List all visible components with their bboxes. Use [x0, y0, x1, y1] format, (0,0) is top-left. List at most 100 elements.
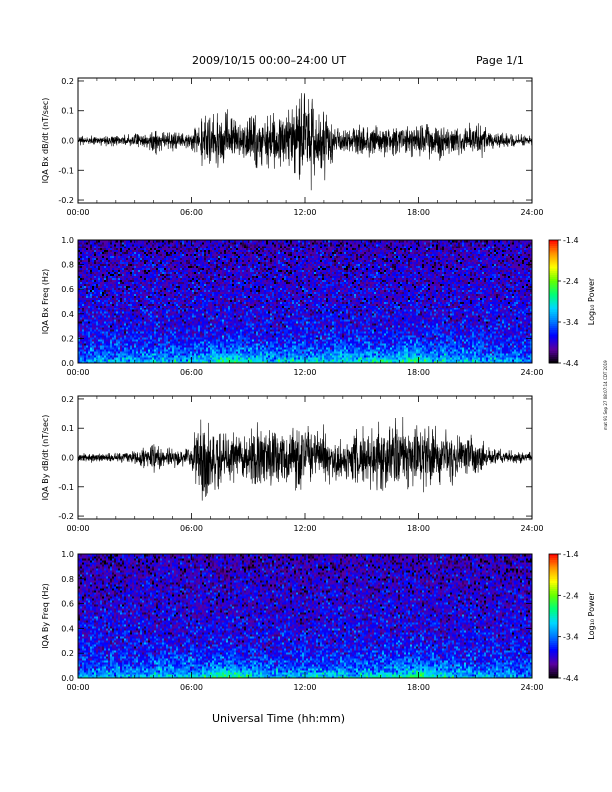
spectrogram-cell — [226, 263, 229, 267]
spectrogram-cell — [226, 321, 229, 324]
spectrogram-cell — [166, 357, 169, 360]
spectrogram-cell — [82, 317, 85, 320]
spectrogram-cell — [170, 297, 173, 300]
spectrogram-cell — [170, 257, 173, 261]
spectrogram-cell — [194, 243, 197, 247]
spectrogram-cell — [152, 287, 155, 290]
spectrogram-cell — [150, 325, 153, 328]
spectrogram-cell — [98, 339, 101, 342]
spectrogram-cell — [186, 271, 189, 275]
spectrogram-cell — [124, 275, 127, 278]
spectrogram-cell — [118, 343, 121, 346]
spectrogram-cell — [202, 251, 205, 255]
spectrogram-cell — [82, 349, 85, 352]
spectrogram-cell — [232, 333, 235, 336]
spectrogram-cell — [180, 301, 183, 304]
spectrogram-cell — [224, 267, 227, 271]
spectrogram-cell — [140, 240, 143, 243]
spectrogram-cell — [134, 353, 137, 356]
spectrogram-cell — [96, 313, 99, 316]
spectrogram-cell — [170, 301, 173, 304]
spectrogram-cell — [100, 273, 103, 277]
spectrogram-cell — [144, 240, 147, 243]
spectrogram-cell — [132, 299, 135, 302]
spectrogram-cell — [210, 351, 213, 354]
spectrogram-cell — [186, 309, 189, 312]
spectrogram-cell — [192, 347, 195, 350]
spectrogram-cell — [234, 253, 237, 257]
spectrogram-cell — [200, 297, 203, 300]
spectrogram-cell — [84, 329, 87, 332]
spectrogram-cell — [108, 317, 111, 320]
spectrogram-cell — [224, 309, 227, 312]
spectrogram-cell — [220, 345, 223, 348]
spectrogram-cell — [232, 301, 235, 304]
spectrogram-cell — [94, 249, 97, 253]
spectrogram-cell — [128, 303, 131, 306]
spectrogram-cell — [112, 291, 115, 294]
spectrogram-cell — [78, 315, 81, 318]
spectrogram-cell — [114, 247, 117, 251]
spectrogram-cell — [164, 255, 167, 259]
spectrogram-cell — [200, 275, 203, 278]
spectrogram-cell — [90, 323, 93, 326]
spectrogram-cell — [138, 313, 141, 316]
spectrogram-cell — [116, 337, 119, 340]
spectrogram-cell — [222, 257, 225, 261]
spectrogram-cell — [94, 359, 97, 362]
spectrogram-cell — [146, 261, 149, 265]
spectrogram-cell — [124, 319, 127, 322]
spectrogram-cell — [78, 345, 81, 348]
spectrogram-cell — [234, 297, 237, 300]
spectrogram-cell — [94, 343, 97, 346]
spectrogram-cell — [204, 331, 207, 334]
spectrogram-cell — [206, 325, 209, 328]
spectrogram-cell — [126, 301, 129, 304]
spectrogram-cell — [212, 283, 215, 286]
spectrogram-cell — [136, 327, 139, 330]
spectrogram-cell — [192, 247, 195, 251]
spectrogram-cell — [84, 315, 87, 318]
spectrogram-cell — [96, 327, 99, 330]
spectrogram-cell — [186, 307, 189, 310]
spectrogram-cell — [138, 323, 141, 326]
spectrogram-cell — [126, 331, 129, 334]
spectrogram-cell — [208, 311, 211, 314]
spectrogram-cell — [78, 305, 81, 308]
spectrogram-cell — [212, 253, 215, 257]
spectrogram-cell — [152, 259, 155, 263]
spectrogram-cell — [136, 361, 139, 364]
spectrogram-cell — [148, 281, 151, 284]
spectrogram-cell — [92, 361, 95, 364]
spectrogram-cell — [224, 275, 227, 278]
spectrogram-cell — [142, 279, 145, 282]
spectrogram-cell — [144, 259, 147, 263]
spectrogram-cell — [180, 291, 183, 294]
spectrogram-cell — [110, 277, 113, 280]
spectrogram-cell — [170, 240, 173, 243]
spectrogram-cell — [226, 327, 229, 330]
spectrogram-cell — [84, 253, 87, 257]
spectrogram-cell — [160, 311, 163, 314]
spectrogram-cell — [174, 257, 177, 261]
spectrogram-cell — [146, 357, 149, 360]
spectrogram-cell — [170, 255, 173, 259]
spectrogram-cell — [98, 285, 101, 288]
spectrogram-cell — [94, 243, 97, 247]
spectrogram-cell — [218, 263, 221, 267]
spectrogram-cell — [224, 317, 227, 320]
spectrogram-cell — [120, 361, 123, 364]
spectrogram-cell — [182, 345, 185, 348]
spectrogram-cell — [170, 285, 173, 288]
spectrogram-cell — [98, 275, 101, 278]
spectrogram-cell — [98, 240, 101, 243]
spectrogram-cell — [190, 339, 193, 342]
spectrogram-cell — [214, 361, 217, 364]
spectrogram-cell — [198, 269, 201, 273]
spectrogram-cell — [170, 279, 173, 282]
spectrogram-cell — [118, 327, 121, 330]
spectrogram-cell — [194, 241, 197, 245]
spectrogram-cell — [92, 335, 95, 338]
spectrogram-cell — [132, 291, 135, 294]
spectrogram-cell — [204, 321, 207, 324]
